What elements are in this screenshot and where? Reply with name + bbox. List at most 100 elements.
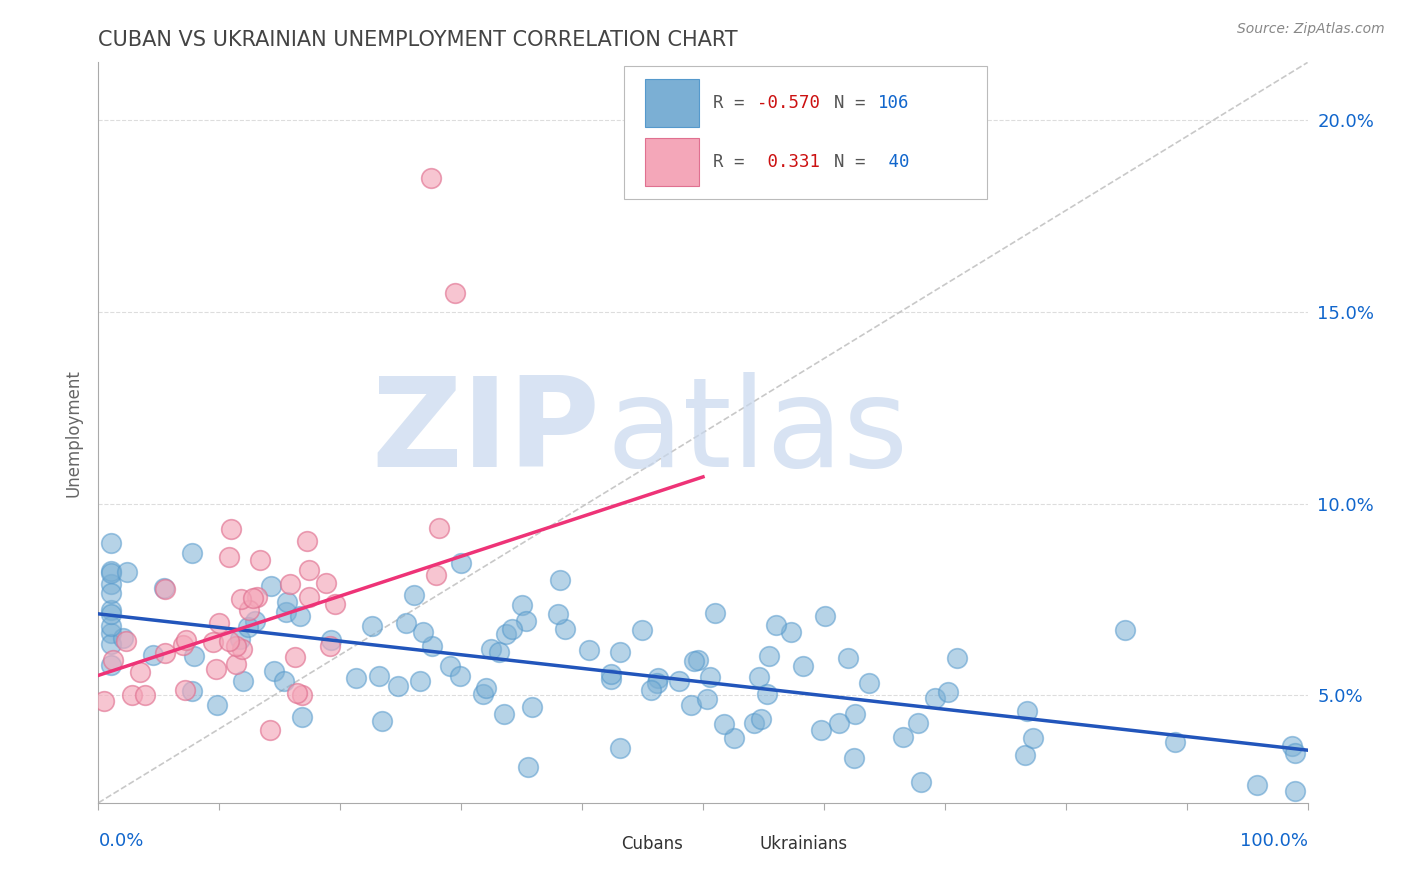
FancyBboxPatch shape [645,138,699,186]
Point [100,607,122,621]
Point [946,651,969,665]
Point [520,699,543,714]
Point [246,590,269,604]
Point [600,672,623,686]
Point [229,632,252,646]
Point [713,717,735,731]
Point [238,603,260,617]
Text: N =: N = [834,95,876,112]
Point [844,751,866,765]
Point [295,534,318,549]
Point [276,595,298,609]
Text: 106: 106 [879,95,910,112]
FancyBboxPatch shape [645,79,699,128]
Point [100,637,122,651]
Point [284,650,307,665]
Point [578,643,600,657]
Point [420,639,443,653]
Point [683,654,706,668]
Point [515,614,537,628]
Point [231,592,253,607]
Point [679,698,702,713]
Point [1281,739,1303,753]
Point [412,625,434,640]
Point [723,731,745,746]
Point [174,633,197,648]
Point [142,648,165,663]
Point [858,675,880,690]
Point [315,576,337,591]
Point [288,608,311,623]
Point [495,626,517,640]
Point [231,642,253,657]
Point [129,665,152,680]
Point [219,523,242,537]
Point [475,681,498,695]
Point [298,590,321,604]
Text: ZIP: ZIP [371,372,600,493]
Point [183,649,205,664]
Point [134,689,156,703]
Point [814,608,837,623]
Point [647,675,669,690]
Point [181,684,204,698]
Point [100,586,122,600]
Point [924,691,946,706]
Point [488,645,510,659]
Point [547,607,569,621]
Point [298,563,321,577]
Text: N =: N = [834,153,876,171]
Point [631,623,654,637]
Point [699,670,721,684]
Text: atlas: atlas [606,372,908,493]
Text: 0.331: 0.331 [758,153,821,171]
Point [274,605,297,619]
Point [100,603,122,617]
Point [242,591,264,606]
Point [471,687,494,701]
Point [837,650,859,665]
Point [232,673,254,688]
Point [810,723,832,737]
Point [370,714,392,728]
Point [449,669,471,683]
Point [501,622,523,636]
Point [153,581,176,595]
Point [218,633,240,648]
Text: Source: ZipAtlas.com: Source: ZipAtlas.com [1237,22,1385,37]
Point [765,618,787,632]
Point [155,582,177,596]
Point [910,774,932,789]
Point [344,671,367,685]
Point [425,568,447,582]
Y-axis label: Unemployment: Unemployment [65,368,83,497]
Point [100,625,122,640]
Point [280,576,302,591]
Point [1284,746,1306,760]
Point [758,649,780,664]
Point [647,671,669,685]
Point [173,683,195,698]
Point [291,710,314,724]
Point [828,715,851,730]
Point [285,686,308,700]
Point [1164,735,1187,749]
Point [114,634,136,648]
Point [1246,778,1268,792]
Point [756,687,779,701]
Point [101,653,124,667]
Point [792,659,814,673]
Point [548,573,571,587]
Point [181,546,204,560]
FancyBboxPatch shape [624,66,987,200]
Point [273,673,295,688]
Point [225,640,247,654]
Point [259,723,281,737]
Point [100,536,122,550]
Point [395,615,418,630]
Point [640,682,662,697]
Point [891,730,914,744]
Point [208,616,231,631]
Point [249,553,271,567]
Point [100,564,122,578]
